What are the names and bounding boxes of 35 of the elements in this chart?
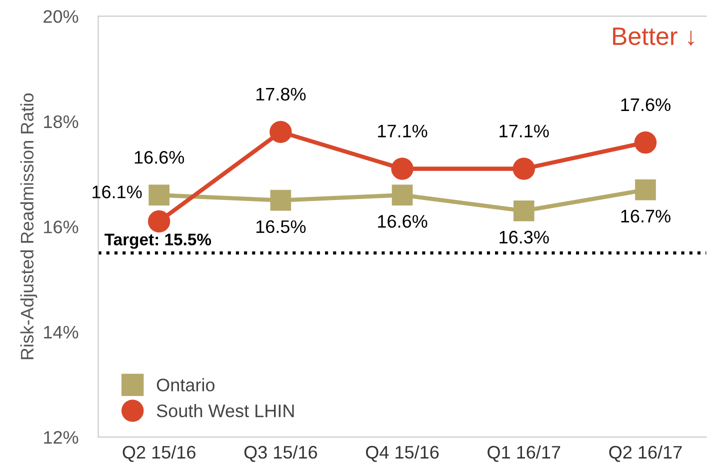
data-label: 16.6% [378,214,428,228]
y-tick-label: 18% [44,115,78,128]
y-tick-label: 20% [44,10,78,23]
point [148,210,170,232]
x-tick-label: Q2 15/16 [122,445,196,462]
point [391,158,414,180]
x-tick-label: Q1 16/17 [488,445,560,462]
point [270,190,292,211]
data-label: 16.6% [134,150,184,164]
data-label: 16.7% [621,210,670,223]
legend-label: Ontario [156,378,215,392]
y-tick-label: 14% [44,326,78,339]
y-tick-label: 12% [44,431,78,444]
y-axis-title: Risk-Adjusted Readmission Ratio [20,93,38,360]
point [513,200,534,222]
ref-line-label: Target: 15.5% [104,234,212,249]
y-tick-label: 16% [44,220,78,234]
point [270,120,292,144]
x-tick-label: Q4 15/16 [366,445,439,462]
point [392,184,413,206]
annotation: Better ↓ [613,28,694,46]
point [634,131,657,154]
data-label: 17.1% [378,124,428,138]
data-label: 16.5% [256,220,306,234]
point [512,158,535,180]
data-label: 17.1% [500,124,549,138]
data-label: 17.6% [621,98,670,112]
point [148,184,170,206]
x-tick-label: Q2 16/17 [609,445,682,462]
data-label: 17.8% [256,88,306,101]
legend-label: South West LHIN [156,404,294,418]
data-label: 16.3% [500,230,549,244]
x-tick-label: Q3 15/16 [244,445,318,462]
data-label: 16.1% [92,186,142,198]
point [635,179,656,200]
